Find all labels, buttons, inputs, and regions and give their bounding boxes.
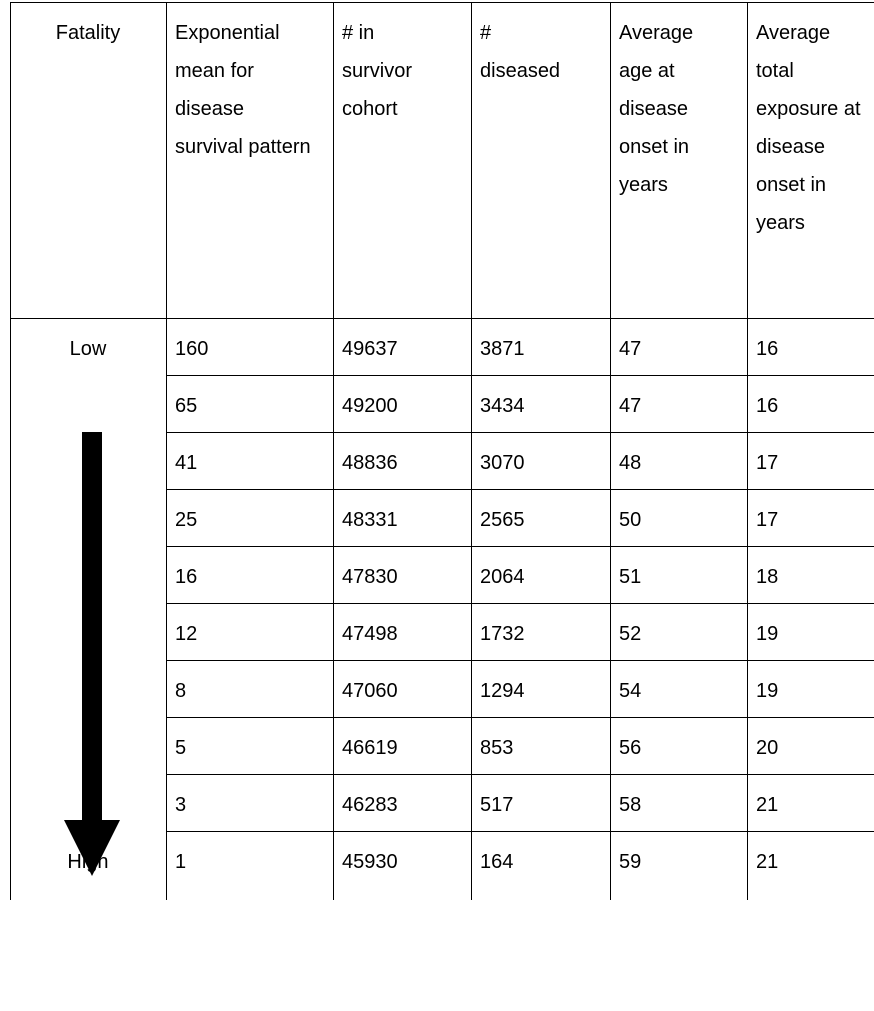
body-cell: 21 (756, 794, 779, 816)
body-cell: 54 (619, 680, 642, 702)
header-cell: # diseased (480, 22, 561, 82)
body-cell: 46283 (342, 794, 398, 816)
row-rule (166, 375, 874, 376)
body-cell: 16 (756, 338, 779, 360)
header-cell: Fatality (55, 22, 121, 44)
body-cell: 853 (480, 737, 514, 759)
body-cell: 17 (756, 509, 779, 531)
column-rule (471, 2, 472, 900)
column-rule (10, 2, 11, 900)
body-cell: 1294 (480, 680, 525, 702)
body-cell: 5 (175, 737, 187, 759)
body-cell: 160 (175, 338, 209, 360)
body-cell: 47060 (342, 680, 398, 702)
row-rule (166, 546, 874, 547)
body-cell: 47498 (342, 623, 398, 645)
body-cell: 48836 (342, 452, 398, 474)
row-rule (166, 831, 874, 832)
body-cell: 52 (619, 623, 642, 645)
body-cell: 8 (175, 680, 187, 702)
body-cell: 16 (756, 395, 779, 417)
body-cell: 47830 (342, 566, 398, 588)
body-cell: 45930 (342, 851, 398, 873)
row-rule (166, 603, 874, 604)
body-cell: 65 (175, 395, 198, 417)
body-cell: 48331 (342, 509, 398, 531)
body-cell: 49200 (342, 395, 398, 417)
row-rule (166, 660, 874, 661)
body-cell: 47 (619, 338, 642, 360)
body-cell: 164 (480, 851, 514, 873)
body-cell: 2565 (480, 509, 525, 531)
body-cell: 12 (175, 623, 198, 645)
column-rule (333, 2, 334, 900)
fatality-high: High (67, 851, 109, 873)
header-cell: # in survivor cohort (342, 22, 413, 120)
body-cell: 25 (175, 509, 198, 531)
body-cell: 3 (175, 794, 187, 816)
body-cell: 50 (619, 509, 642, 531)
column-rule (747, 2, 748, 900)
body-cell: 41 (175, 452, 198, 474)
body-cell: 2064 (480, 566, 525, 588)
body-cell: 46619 (342, 737, 398, 759)
body-cell: 21 (756, 851, 779, 873)
body-cell: 20 (756, 737, 779, 759)
header-cell: Exponential mean for disease survival pa… (175, 22, 311, 158)
body-cell: 1732 (480, 623, 525, 645)
table-border (10, 2, 874, 3)
row-rule (166, 432, 874, 433)
body-cell: 3871 (480, 338, 525, 360)
body-cell: 49637 (342, 338, 398, 360)
body-cell: 1 (175, 851, 187, 873)
column-rule (610, 2, 611, 900)
body-cell: 56 (619, 737, 642, 759)
body-cell: 3434 (480, 395, 525, 417)
body-cell: 47 (619, 395, 642, 417)
header-cell: Average age at disease onset in years (619, 22, 694, 196)
column-rule (166, 2, 167, 900)
body-cell: 58 (619, 794, 642, 816)
header-rule (10, 318, 874, 319)
body-cell: 59 (619, 851, 642, 873)
row-rule (166, 774, 874, 775)
body-cell: 16 (175, 566, 198, 588)
header-cell: Average total exposure at disease onset … (756, 22, 861, 234)
row-rule (166, 489, 874, 490)
body-cell: 18 (756, 566, 779, 588)
body-cell: 17 (756, 452, 779, 474)
fatality-low: Low (69, 338, 107, 360)
body-cell: 19 (756, 680, 779, 702)
row-rule (166, 717, 874, 718)
body-cell: 19 (756, 623, 779, 645)
body-cell: 3070 (480, 452, 525, 474)
body-cell: 51 (619, 566, 642, 588)
body-cell: 517 (480, 794, 514, 816)
body-cell: 48 (619, 452, 642, 474)
